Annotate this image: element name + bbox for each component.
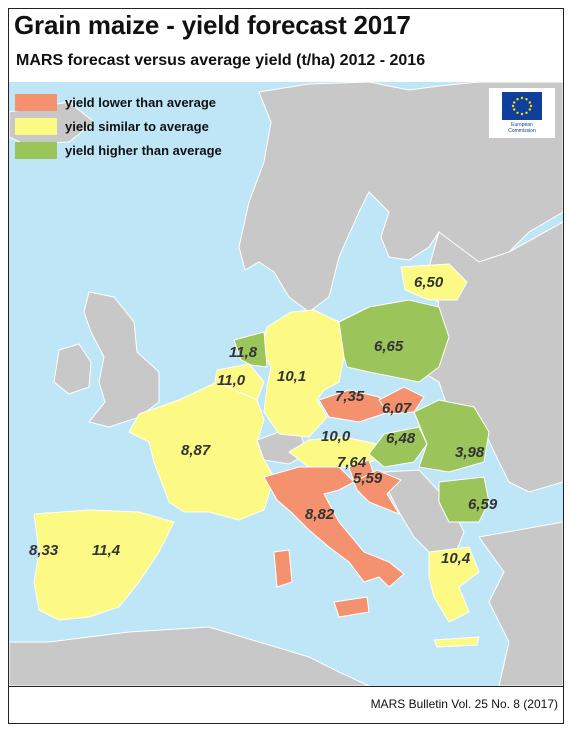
- legend-swatch-similar: [15, 117, 57, 135]
- legend-item-lower: yield lower than average: [15, 90, 222, 114]
- eu-logo-caption: European Commission: [508, 122, 536, 134]
- region-netherlands: [233, 331, 268, 368]
- value-portugal: 8,33: [29, 542, 59, 559]
- region-germany: [260, 309, 345, 438]
- value-austria: 10,0: [321, 428, 351, 445]
- value-lithuania: 6,50: [414, 274, 444, 291]
- eu-stars-icon: [511, 96, 533, 116]
- region-lithuania: [400, 263, 468, 301]
- european-commission-logo: European Commission: [489, 88, 555, 138]
- region-romania: [413, 399, 490, 473]
- map-title: Grain maize - yield forecast 2017: [14, 10, 411, 40]
- value-belgium: 11,0: [217, 372, 246, 389]
- region-iberia-yellow: [33, 509, 175, 621]
- region-greece: [428, 546, 480, 623]
- region-poland: [338, 299, 450, 383]
- region-uk: [83, 291, 160, 428]
- region-sardinia: [273, 549, 293, 588]
- value-romania: 3,98: [455, 444, 485, 461]
- value-croatia: 5,59: [353, 470, 383, 487]
- legend-item-similar: yield similar to average: [15, 114, 222, 138]
- legend-swatch-higher: [15, 141, 57, 159]
- region-france: [128, 381, 275, 521]
- value-bulgaria: 6,59: [468, 496, 498, 513]
- value-czechia: 7,35: [335, 388, 365, 405]
- legend-label-similar: yield similar to average: [65, 118, 209, 134]
- value-slovakia: 6,07: [382, 400, 412, 417]
- region-turkey-east: [478, 521, 563, 686]
- value-hungary: 6,48: [386, 430, 416, 447]
- legend-item-higher: yield higher than average: [15, 138, 222, 162]
- eu-flag-icon: [502, 92, 542, 120]
- region-crete: [433, 636, 480, 648]
- legend-label-lower: yield lower than average: [65, 94, 217, 110]
- value-greece: 10,4: [441, 550, 471, 567]
- region-slovakia: [378, 386, 425, 415]
- value-italy: 8,82: [305, 506, 335, 523]
- footer-divider: [9, 686, 563, 687]
- region-north-africa: [9, 626, 370, 686]
- legend: yield lower than average yield similar t…: [15, 90, 222, 162]
- map-canvas: [9, 82, 563, 686]
- value-spain: 11,4: [92, 542, 121, 559]
- source-note: MARS Bulletin Vol. 25 No. 8 (2017): [370, 697, 558, 711]
- value-slovenia: 7,64: [337, 454, 367, 471]
- map-subtitle: MARS forecast versus average yield (t/ha…: [16, 52, 426, 69]
- value-netherlands: 11,8: [229, 344, 258, 361]
- value-poland: 6,65: [374, 338, 404, 355]
- region-croatia: [353, 469, 402, 516]
- legend-label-higher: yield higher than average: [65, 142, 222, 158]
- legend-swatch-lower: [15, 93, 57, 111]
- region-bulgaria: [438, 476, 490, 523]
- region-ireland: [53, 343, 92, 395]
- region-italy: [263, 466, 405, 588]
- region-sicily: [333, 596, 370, 618]
- europe-map: yield lower than average yield similar t…: [9, 82, 563, 686]
- region-norway-sweden-finland: [238, 82, 563, 313]
- value-germany: 10,1: [277, 368, 307, 385]
- value-france: 8,87: [181, 442, 211, 459]
